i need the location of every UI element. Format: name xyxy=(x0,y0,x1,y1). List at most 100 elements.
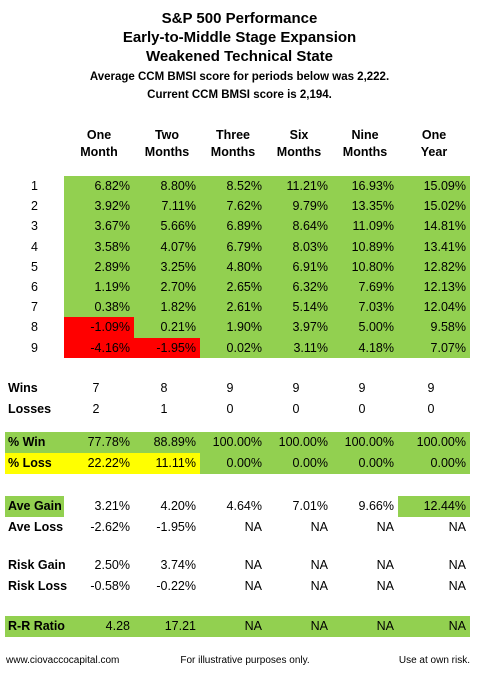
cell-fill xyxy=(398,337,470,359)
cell: 0.38% xyxy=(94,300,130,315)
title: S&P 500 Performance xyxy=(161,10,318,27)
cell-fill xyxy=(64,196,134,217)
cell: NA xyxy=(310,558,328,572)
stat-label: Losses xyxy=(8,402,52,416)
column-header: Nine xyxy=(351,128,379,142)
cell: -1.95% xyxy=(156,340,196,355)
cell: 100.00% xyxy=(278,435,328,449)
subtitle: Average CCM BMSI score for periods below… xyxy=(89,71,390,83)
cell-fill xyxy=(134,216,200,237)
column-header: Month xyxy=(80,145,118,159)
cell: 100.00% xyxy=(416,435,466,449)
row-label: 5 xyxy=(31,259,38,274)
cell: 14.81% xyxy=(423,219,466,234)
cell: NA xyxy=(448,619,466,633)
cell: NA xyxy=(376,619,394,633)
cell-fill xyxy=(200,176,266,197)
cell-fill xyxy=(266,317,332,338)
cell-fill xyxy=(266,176,332,197)
cell: NA xyxy=(244,619,262,633)
cell-fill xyxy=(332,256,398,278)
cell-fill xyxy=(398,216,470,237)
stat-label: Risk Gain xyxy=(8,558,66,572)
row-label: 8 xyxy=(31,320,38,335)
cell: 77.78% xyxy=(87,435,130,449)
column-header: Months xyxy=(210,145,256,159)
cell: -1.09% xyxy=(90,320,130,335)
cell-fill xyxy=(332,277,398,298)
cell: 5.66% xyxy=(160,219,196,234)
stat-label: R-R Ratio xyxy=(8,619,65,633)
cell: 9 xyxy=(226,381,234,395)
cell: NA xyxy=(310,619,328,633)
cell: 15.09% xyxy=(423,179,466,193)
cell: 100.00% xyxy=(212,435,262,449)
cell-fill xyxy=(332,453,398,474)
cell-fill xyxy=(64,256,134,278)
cell: NA xyxy=(310,520,328,534)
title: Early-to-Middle Stage Expansion xyxy=(122,29,357,46)
row-label: 3 xyxy=(31,219,38,234)
cell-fill xyxy=(64,337,134,359)
cell-fill xyxy=(134,236,200,258)
cell-fill xyxy=(398,236,470,258)
cell-fill xyxy=(332,196,398,217)
cell-fill xyxy=(200,317,266,338)
cell-fill xyxy=(398,616,470,637)
cell: 9.66% xyxy=(358,499,394,513)
cell-fill xyxy=(398,432,470,453)
cell: NA xyxy=(244,520,262,534)
cell: 4.80% xyxy=(226,259,262,274)
cell: NA xyxy=(244,579,262,593)
cell-fill xyxy=(332,616,398,637)
subtitle: Current CCM BMSI score is 2,194. xyxy=(147,89,332,101)
cell: 1.19% xyxy=(94,280,130,294)
cell-fill xyxy=(398,277,470,298)
cell-fill xyxy=(134,432,200,453)
cell-fill xyxy=(134,297,200,318)
cell: 6.32% xyxy=(292,280,328,294)
cell-fill xyxy=(398,176,470,197)
cell-fill xyxy=(200,453,266,474)
cell: 7.07% xyxy=(430,340,466,355)
cell: 7.11% xyxy=(161,199,196,214)
cell: 4.20% xyxy=(160,499,196,513)
cell: 6.82% xyxy=(94,179,130,193)
cell: 13.41% xyxy=(423,239,466,254)
stat-label: Risk Loss xyxy=(8,579,68,593)
cell: 7.01% xyxy=(292,499,328,513)
cell-fill xyxy=(134,277,200,298)
cell: NA xyxy=(376,520,394,534)
column-header: Six xyxy=(289,128,309,142)
column-header: Year xyxy=(420,145,448,159)
cell-fill xyxy=(398,317,470,338)
cell-fill xyxy=(398,496,470,517)
cell-fill xyxy=(5,453,64,474)
cell: 1 xyxy=(160,402,168,416)
cell: 6.79% xyxy=(226,239,262,254)
cell-fill xyxy=(332,176,398,197)
cell-fill xyxy=(332,337,398,359)
cell: 10.80% xyxy=(351,259,394,274)
cell-fill xyxy=(332,236,398,258)
cell: 9.79% xyxy=(292,199,328,214)
cell: 0 xyxy=(427,402,435,416)
cell: 3.58% xyxy=(94,239,130,254)
cell-fill xyxy=(134,616,200,637)
cell-fill xyxy=(266,337,332,359)
cell: 2.50% xyxy=(94,558,130,572)
footer-center: For illustrative purposes only. xyxy=(180,655,310,666)
cell: NA xyxy=(376,558,394,572)
cell: 7.03% xyxy=(358,300,394,315)
cell-fill xyxy=(266,236,332,258)
cell: NA xyxy=(448,520,466,534)
cell: 2.61% xyxy=(226,300,262,315)
cell: 4.07% xyxy=(160,239,196,254)
cell-fill xyxy=(64,616,134,637)
cell: 16.93% xyxy=(351,179,394,193)
cell: 5.00% xyxy=(358,320,394,335)
cell-fill xyxy=(64,176,134,197)
cell: 2 xyxy=(92,402,100,416)
cell: 4.18% xyxy=(358,340,394,355)
cell-fill xyxy=(134,196,200,217)
